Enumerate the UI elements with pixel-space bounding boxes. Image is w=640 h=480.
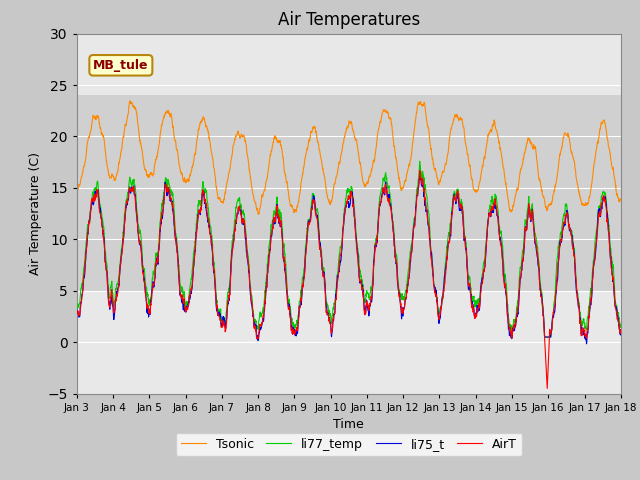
- Tsonic: [365, 175, 372, 181]
- li77_temp: [416, 158, 424, 164]
- AirT: [73, 311, 81, 317]
- Line: li77_temp: li77_temp: [77, 161, 621, 337]
- Tsonic: [254, 211, 262, 217]
- li75_t: [376, 203, 384, 208]
- Tsonic: [617, 196, 625, 202]
- li75_t: [617, 327, 625, 333]
- Bar: [77, 96, 621, 291]
- li77_temp: [570, 240, 577, 245]
- li77_temp: [376, 193, 384, 199]
- Tsonic: [508, 209, 515, 215]
- Line: Tsonic: Tsonic: [77, 101, 621, 214]
- AirT: [225, 296, 232, 302]
- li75_t: [225, 298, 232, 304]
- li77_temp: [365, 290, 372, 296]
- li75_t: [365, 307, 372, 313]
- li75_t: [582, 341, 590, 347]
- Text: MB_tule: MB_tule: [93, 59, 148, 72]
- li77_temp: [225, 289, 232, 295]
- li77_temp: [541, 334, 548, 340]
- AirT: [376, 201, 384, 207]
- Y-axis label: Air Temperature (C): Air Temperature (C): [29, 152, 42, 275]
- Tsonic: [584, 200, 592, 206]
- Line: AirT: AirT: [77, 170, 621, 388]
- li77_temp: [73, 308, 81, 313]
- AirT: [570, 245, 577, 251]
- li75_t: [569, 243, 577, 249]
- li75_t: [73, 310, 81, 316]
- li77_temp: [507, 325, 515, 331]
- AirT: [543, 385, 551, 391]
- X-axis label: Time: Time: [333, 418, 364, 431]
- Line: li75_t: li75_t: [77, 174, 621, 344]
- Tsonic: [225, 171, 232, 177]
- Tsonic: [73, 185, 81, 191]
- AirT: [584, 323, 592, 328]
- li75_t: [416, 171, 424, 177]
- Tsonic: [377, 120, 385, 126]
- li75_t: [584, 324, 592, 329]
- AirT: [416, 168, 424, 173]
- Tsonic: [126, 98, 134, 104]
- Tsonic: [570, 155, 577, 161]
- AirT: [617, 327, 625, 333]
- Title: Air Temperatures: Air Temperatures: [278, 11, 420, 29]
- AirT: [507, 331, 515, 336]
- li77_temp: [584, 312, 592, 317]
- li75_t: [507, 332, 515, 338]
- Legend: Tsonic, li77_temp, li75_t, AirT: Tsonic, li77_temp, li75_t, AirT: [175, 433, 522, 456]
- AirT: [365, 303, 372, 309]
- li77_temp: [617, 321, 625, 327]
